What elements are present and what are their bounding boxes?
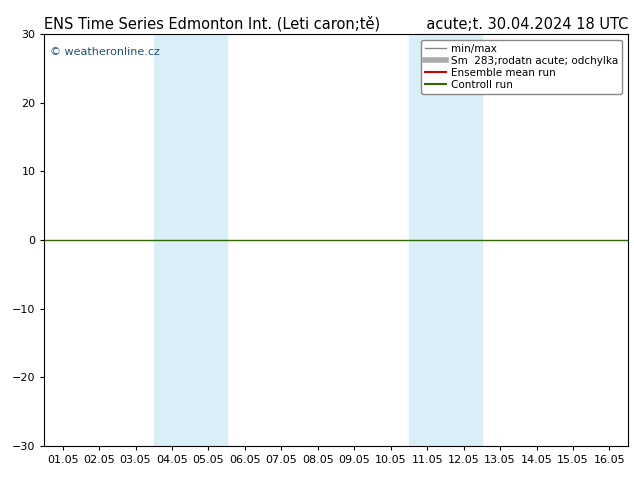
Title: ENS Time Series Edmonton Int. (Leti caron;tě)          acute;t. 30.04.2024 18 UT: ENS Time Series Edmonton Int. (Leti caro… xyxy=(44,16,628,32)
Bar xyxy=(409,34,482,446)
Legend: min/max, Sm  283;rodatn acute; odchylka, Ensemble mean run, Controll run: min/max, Sm 283;rodatn acute; odchylka, … xyxy=(421,40,623,94)
Text: © weatheronline.cz: © weatheronline.cz xyxy=(50,47,160,57)
Bar xyxy=(153,34,227,446)
